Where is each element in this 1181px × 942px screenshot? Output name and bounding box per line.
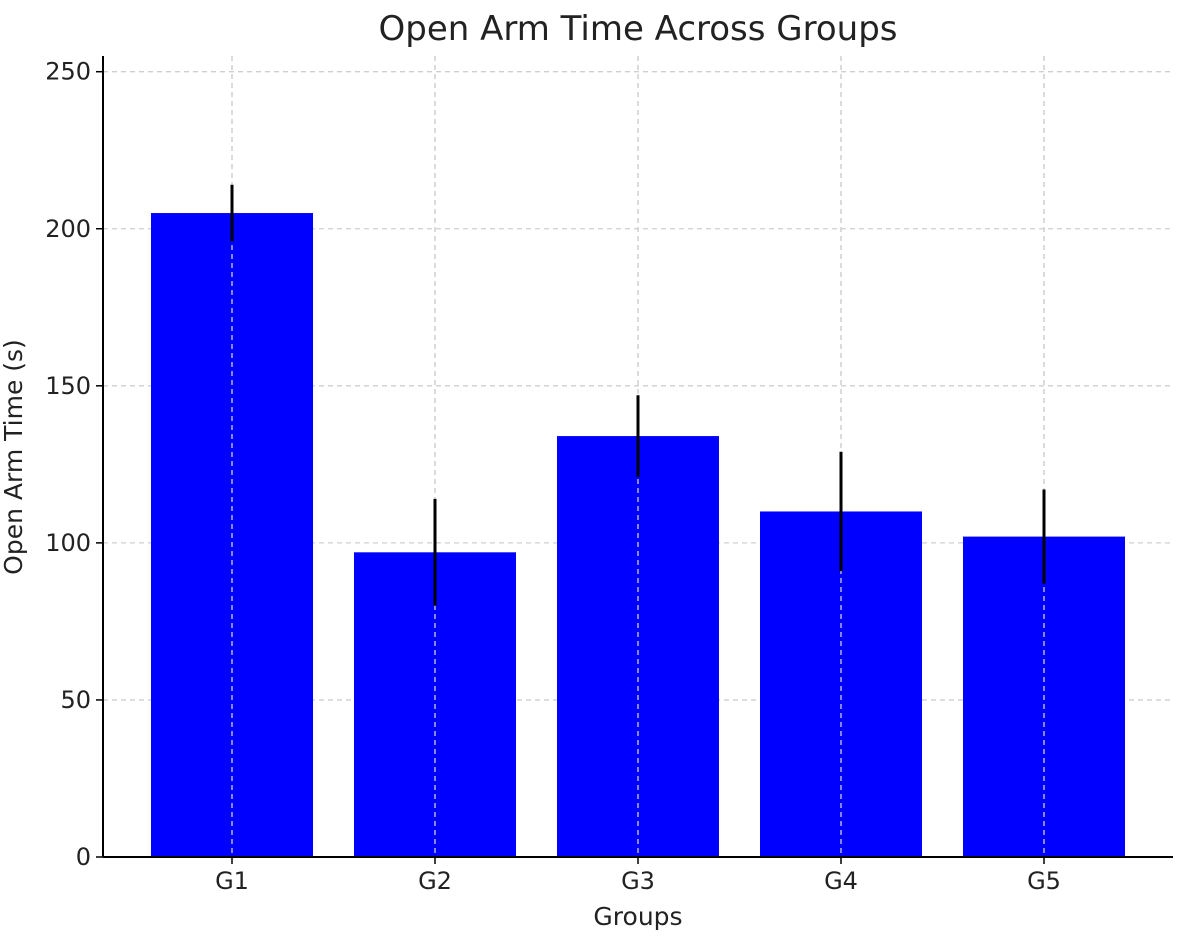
x-tick-label-G3: G3 xyxy=(621,867,655,895)
chart-title: Open Arm Time Across Groups xyxy=(378,9,897,49)
x-axis-ticks: G1 G2 G3 G4 G5 xyxy=(215,857,1061,895)
y-tick-label-200: 200 xyxy=(45,215,91,243)
x-tick-label-G2: G2 xyxy=(418,867,452,895)
y-tick-label-100: 100 xyxy=(45,529,91,557)
y-tick-label-250: 250 xyxy=(45,58,91,86)
y-tick-label-50: 50 xyxy=(60,686,91,714)
x-tick-label-G1: G1 xyxy=(215,867,249,895)
x-axis-label: Groups xyxy=(593,902,682,931)
y-tick-label-150: 150 xyxy=(45,372,91,400)
x-tick-label-G5: G5 xyxy=(1027,867,1061,895)
y-axis-ticks: 0 50 100 150 200 250 xyxy=(45,58,103,871)
y-axis-label: Open Arm Time (s) xyxy=(0,339,28,575)
x-tick-label-G4: G4 xyxy=(824,867,858,895)
y-tick-label-0: 0 xyxy=(76,843,91,871)
error-bars xyxy=(230,184,1046,606)
